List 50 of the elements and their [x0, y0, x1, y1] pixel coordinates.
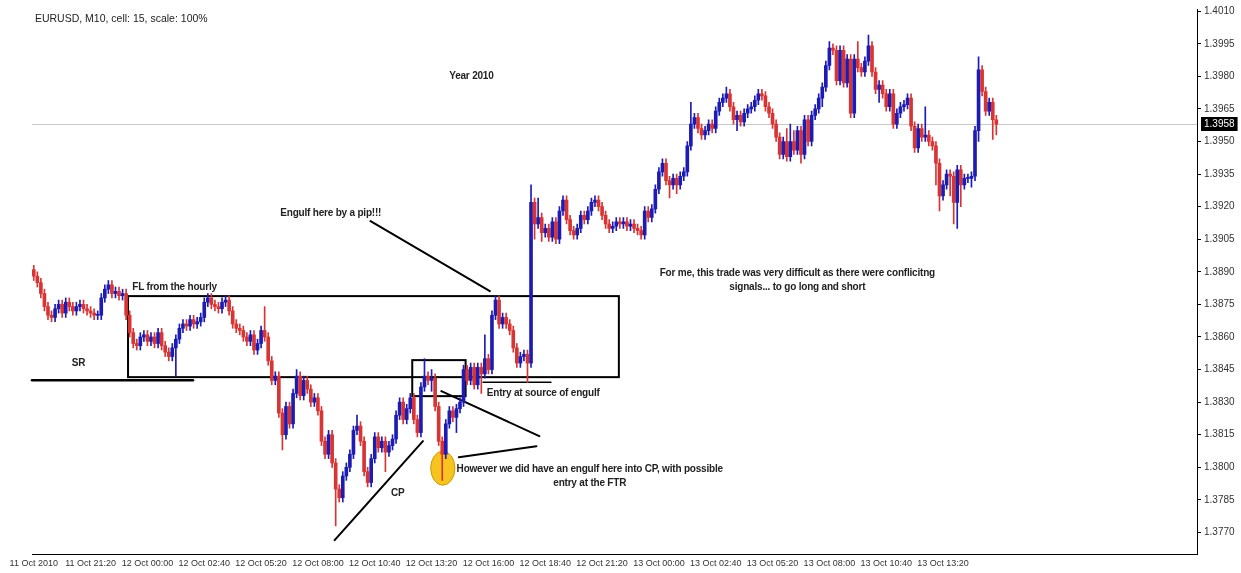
y-tick-label: 1.3815 — [1204, 428, 1236, 440]
annotation: Engulf here by a pip!!! — [279, 206, 383, 221]
y-tick-label: 1.3980 — [1204, 70, 1236, 82]
y-tick-label: 1.3995 — [1204, 37, 1236, 49]
x-tick-label: 12 Oct 18:40 — [519, 558, 572, 569]
x-tick-label: 12 Oct 02:40 — [178, 558, 231, 569]
candlestick — [92, 308, 96, 320]
x-tick-label: 13 Oct 05:20 — [746, 558, 799, 569]
y-tick-label: 1.3890 — [1204, 265, 1236, 277]
y-tick-label: 1.3800 — [1204, 461, 1236, 473]
x-tick-label: 13 Oct 10:40 — [860, 558, 912, 569]
y-tick-label: 1.3935 — [1204, 167, 1236, 179]
y-tick-label: 1.3860 — [1204, 330, 1236, 342]
y-tick-label: 1.3845 — [1204, 363, 1236, 375]
x-tick-label: 13 Oct 13:20 — [917, 558, 969, 569]
x-tick-label: 12 Oct 08:00 — [292, 558, 344, 569]
y-tick-label: 1.3905 — [1204, 232, 1236, 244]
chart-title: EURUSD, M10, cell: 15, scale: 100% — [34, 12, 208, 24]
annotation: CP — [389, 486, 406, 501]
y-tick-label: 1.3770 — [1204, 526, 1236, 538]
x-tick-label: 13 Oct 02:40 — [689, 558, 742, 569]
annotation: Entry at source of engulf — [485, 386, 601, 401]
candlestick — [877, 80, 881, 103]
annotation: Year 2010 — [448, 69, 495, 83]
x-tick-label: 12 Oct 00:00 — [121, 558, 174, 569]
y-tick-label: 1.3785 — [1204, 493, 1236, 505]
x-tick-label: 12 Oct 21:20 — [576, 558, 628, 569]
ref-line-label: 1.3958 — [1204, 118, 1236, 130]
annotation: SR — [70, 356, 87, 371]
x-tick-label: 11 Oct 2010 — [9, 558, 58, 569]
y-tick-label: 1.4010 — [1204, 4, 1236, 16]
x-tick-label: 12 Oct 05:20 — [235, 558, 287, 569]
x-tick-label: 12 Oct 10:40 — [348, 558, 401, 569]
annotation: For me, this trade was very difficult as there were conflicitng signals... to go long and short — [658, 266, 936, 295]
annotation: However we did have an engulf here into CP, with possible entry at the FTR — [455, 462, 724, 491]
x-tick-label: 12 Oct 16:00 — [462, 558, 515, 569]
y-tick-label: 1.3920 — [1204, 200, 1236, 212]
candlestick — [479, 362, 484, 394]
x-tick-label: 13 Oct 00:00 — [633, 558, 685, 569]
x-tick-label: 12 Oct 13:20 — [405, 558, 458, 569]
candlestick — [536, 197, 540, 229]
y-tick-label: 1.3830 — [1204, 395, 1236, 407]
candlestick — [85, 304, 89, 316]
x-tick-label: 13 Oct 08:00 — [803, 558, 856, 569]
y-tick-label: 1.3875 — [1204, 298, 1236, 310]
annotation: FL from the hourly — [131, 280, 218, 295]
y-tick-label: 1.3950 — [1204, 135, 1236, 147]
x-tick-label: 11 Oct 21:20 — [65, 558, 117, 569]
candlestick — [195, 317, 199, 329]
y-tick-label: 1.3965 — [1204, 102, 1236, 114]
